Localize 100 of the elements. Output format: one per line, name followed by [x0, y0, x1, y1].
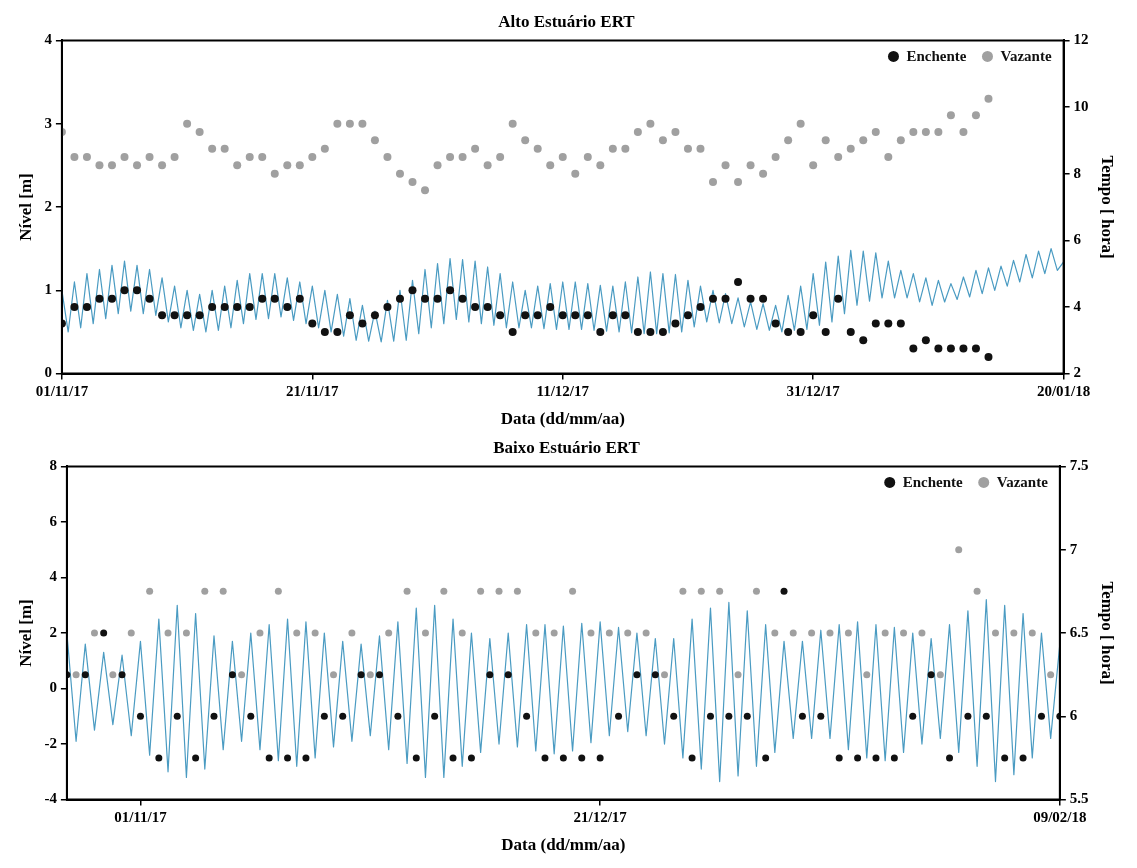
point	[81, 671, 89, 679]
point	[835, 754, 843, 762]
point	[789, 629, 797, 637]
point	[863, 671, 871, 679]
point	[238, 671, 246, 679]
point	[412, 754, 420, 762]
x-axis-title: Data (dd/mm/aa)	[500, 409, 625, 429]
point	[661, 671, 669, 679]
point	[320, 712, 328, 720]
chart-title: Alto Estuário ERT	[498, 11, 636, 31]
y2-tick-label: 7.5	[1069, 457, 1089, 474]
point	[330, 671, 338, 679]
legend-label: Vazante	[996, 474, 1049, 491]
x-tick-label: 01/11/17	[35, 383, 89, 400]
point	[182, 629, 190, 637]
point	[532, 629, 540, 637]
point	[504, 671, 512, 679]
point	[440, 587, 448, 595]
point	[256, 629, 264, 637]
point	[991, 629, 999, 637]
point	[670, 712, 678, 720]
point	[697, 587, 705, 595]
y2-tick-label: 7	[1069, 540, 1078, 557]
point	[596, 754, 604, 762]
point	[918, 629, 926, 637]
point	[72, 671, 80, 679]
y2-axis-title: Tempo [ hora]	[1098, 581, 1118, 685]
point	[973, 587, 981, 595]
legend-label: Enchente	[906, 48, 967, 65]
point	[348, 629, 356, 637]
x-tick-label: 01/11/17	[114, 809, 168, 826]
y-tick-label: 0	[44, 364, 52, 381]
y2-tick-label: 6	[1073, 231, 1082, 248]
point	[265, 754, 273, 762]
y2-tick-label: 5.5	[1069, 790, 1089, 807]
point	[311, 629, 319, 637]
point	[725, 712, 733, 720]
point	[155, 754, 163, 762]
x-tick-label: 11/12/17	[536, 383, 590, 400]
point	[366, 671, 374, 679]
point	[192, 754, 200, 762]
y-tick-label: 3	[44, 114, 52, 131]
point	[477, 587, 485, 595]
point	[109, 671, 117, 679]
point	[872, 754, 880, 762]
point	[679, 587, 687, 595]
point	[550, 629, 558, 637]
point	[385, 629, 393, 637]
point	[219, 587, 227, 595]
x-tick-label: 20/01/18	[1036, 383, 1091, 400]
point	[210, 712, 218, 720]
point	[881, 629, 889, 637]
point	[946, 754, 954, 762]
point	[541, 754, 549, 762]
point	[1010, 629, 1018, 637]
chart-title: Baixo Estuário ERT	[493, 437, 641, 457]
point	[467, 754, 475, 762]
point	[458, 629, 466, 637]
point	[118, 671, 126, 679]
point	[752, 587, 760, 595]
point	[1019, 754, 1027, 762]
x-axis-title: Data (dd/mm/aa)	[501, 835, 626, 855]
point	[173, 712, 181, 720]
y2-tick-label: 4	[1073, 297, 1082, 314]
point	[955, 546, 963, 554]
point	[605, 629, 613, 637]
point	[127, 629, 135, 637]
point	[90, 629, 98, 637]
point	[771, 629, 779, 637]
point	[964, 712, 972, 720]
legend-label: Enchente	[902, 474, 964, 491]
point	[302, 754, 310, 762]
point	[375, 671, 383, 679]
point	[293, 629, 301, 637]
y2-tick-label: 6.5	[1069, 623, 1089, 640]
point	[808, 629, 816, 637]
y2-tick-label: 10	[1073, 97, 1089, 114]
y-tick-label: 8	[49, 457, 57, 474]
point	[743, 712, 751, 720]
point	[587, 629, 595, 637]
point	[201, 587, 209, 595]
y2-tick-label: 12	[1073, 31, 1089, 48]
y2-tick-label: 6	[1069, 707, 1078, 724]
point	[486, 671, 494, 679]
point	[844, 629, 852, 637]
y-axis-title: Nível [m]	[15, 599, 35, 667]
point	[716, 587, 724, 595]
x-tick-label: 21/11/17	[286, 383, 340, 400]
point	[826, 629, 834, 637]
point	[927, 671, 935, 679]
point	[164, 629, 172, 637]
point	[1028, 629, 1036, 637]
point	[642, 629, 650, 637]
point	[900, 629, 908, 637]
point	[615, 712, 623, 720]
point	[228, 671, 236, 679]
point	[780, 587, 788, 595]
x-tick-label: 09/02/18	[1033, 809, 1087, 826]
point	[247, 712, 255, 720]
x-tick-label: 31/12/17	[786, 383, 841, 400]
